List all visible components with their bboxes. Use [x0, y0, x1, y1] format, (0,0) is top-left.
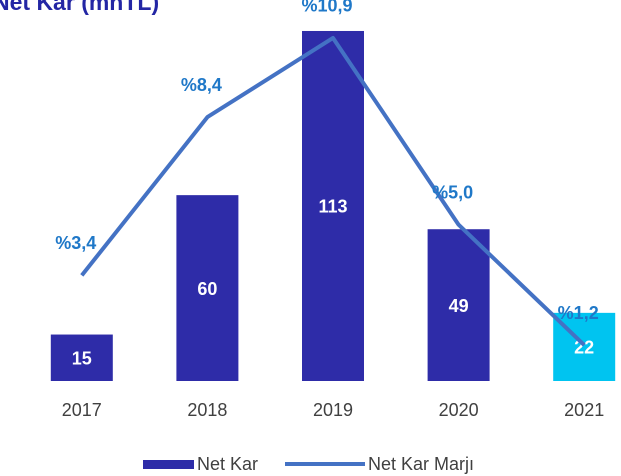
- bar: [302, 30, 364, 381]
- legend-label: Net Kar Marjı: [368, 454, 474, 474]
- x-tick-label: 2020: [439, 400, 479, 420]
- bar-value-label: 15: [72, 349, 92, 369]
- line-value-label: %1,2: [558, 303, 599, 323]
- line: [80, 35, 586, 347]
- line-value-label: %5,0: [432, 182, 473, 202]
- x-tick-label: 2019: [313, 400, 353, 420]
- line-value-label: %8,4: [181, 75, 222, 95]
- x-tick-label: 2017: [62, 400, 102, 420]
- bar-value-label: 49: [449, 296, 469, 316]
- bar: [427, 229, 490, 381]
- legend-swatch: [143, 460, 194, 469]
- x-tick-label: 2021: [564, 400, 604, 420]
- bar: [50, 334, 113, 381]
- chart-title: Net Kar (mnTL): [0, 0, 159, 15]
- legend-label: Net Kar: [197, 454, 258, 474]
- line-value-label: %3,4: [55, 233, 96, 253]
- x-tick-label: 2018: [187, 400, 227, 420]
- bar-value-label: 113: [318, 197, 347, 217]
- bar-value-label: 60: [197, 279, 217, 299]
- line-value-label: %10,9: [301, 0, 352, 16]
- bar: [176, 195, 239, 381]
